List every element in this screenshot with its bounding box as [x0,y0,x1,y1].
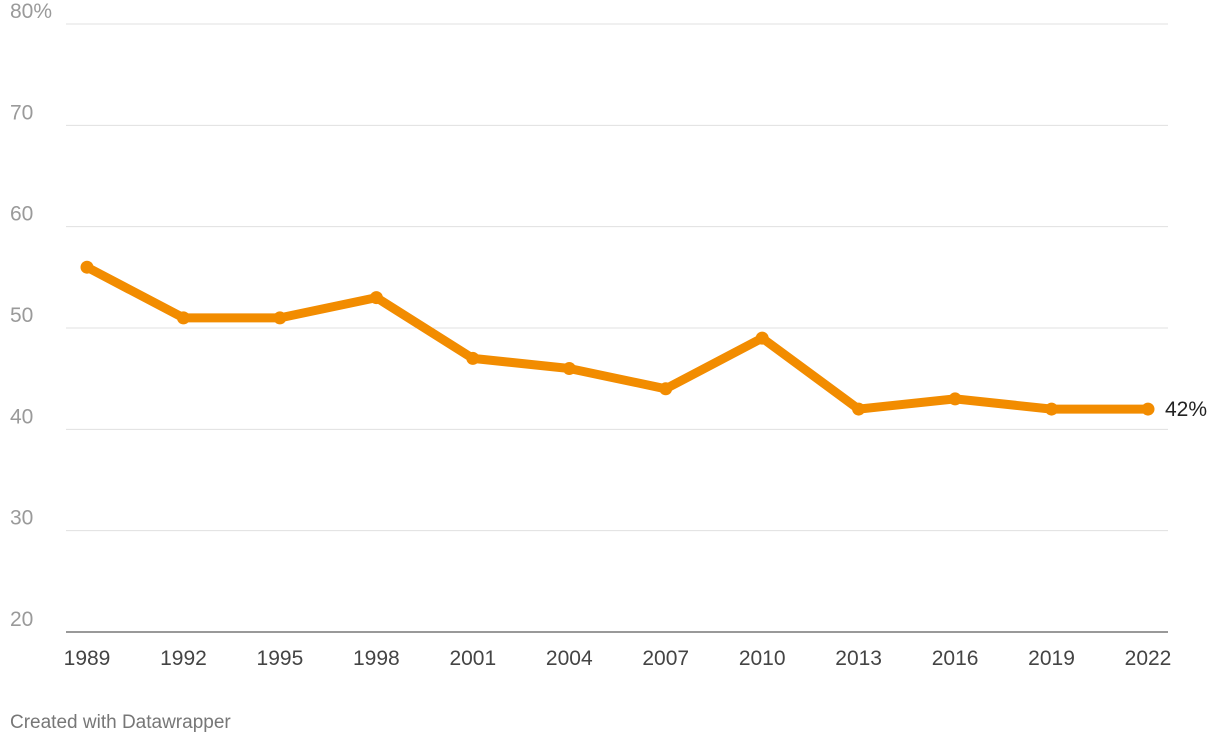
data-point [948,392,962,406]
x-tick-label: 2007 [642,647,689,670]
y-tick-label: 30 [10,507,33,530]
data-point [273,311,287,325]
x-tick-label: 1998 [353,647,400,670]
credit-text: Created with Datawrapper [10,712,231,733]
x-axis-tick-labels: 1989 1992 1995 1998 2001 2004 2007 2010 2013 2016… [64,647,1172,670]
y-gridlines [66,23,1168,532]
x-tick-label: 2016 [932,647,979,670]
data-point [176,311,190,325]
data-point [562,362,576,376]
series-line [82,262,1153,414]
data-point [1045,402,1059,416]
y-tick-label: 20 [10,608,33,631]
y-tick-label: 60 [10,203,33,226]
data-point [369,291,383,305]
x-tick-label: 1995 [257,647,304,670]
y-tick-label: 80% [10,0,52,23]
data-point [80,260,94,274]
x-tick-label: 1989 [64,647,111,670]
y-tick-label: 40 [10,405,33,428]
x-tick-label: 2004 [546,647,593,670]
series-points [80,260,1155,416]
line-chart: 20 30 40 50 60 70 80% 1989 1992 1995 1998 2001 2004… [10,0,1207,670]
x-tick-label: 2022 [1125,647,1172,670]
data-point [1141,402,1155,416]
data-point [852,402,866,416]
y-tick-label: 70 [10,101,33,124]
y-axis-tick-labels: 20 30 40 50 60 70 80% [10,0,52,631]
x-tick-label: 2019 [1028,647,1075,670]
data-point [466,351,480,365]
x-tick-label: 2013 [835,647,882,670]
y-tick-label: 50 [10,304,33,327]
end-value-label: 42% [1165,398,1207,421]
x-tick-label: 2010 [739,647,786,670]
x-tick-label: 2001 [449,647,496,670]
data-point [755,331,769,345]
x-tick-label: 1992 [160,647,207,670]
data-point [659,382,673,396]
